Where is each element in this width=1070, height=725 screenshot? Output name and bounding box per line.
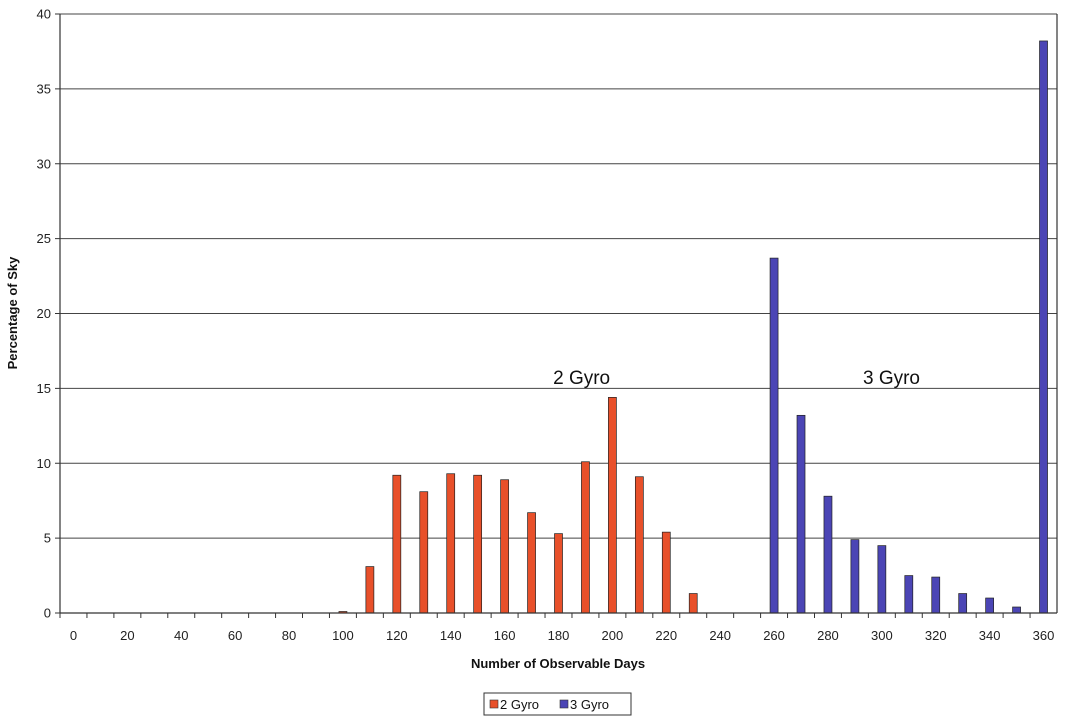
x-tick-label-60: 60 [228,628,242,643]
x-tick-label-320: 320 [925,628,947,643]
legend: 2 Gyro 3 Gyro [483,692,632,716]
bar-3-gyro-330 [958,593,968,614]
x-tick-label-80: 80 [282,628,296,643]
x-tick-label-0: 0 [70,628,77,643]
legend-label-3-gyro: 3 Gyro [570,697,609,712]
bar-3-gyro-280 [823,495,833,614]
x-tick-label-240: 240 [709,628,731,643]
bar-2-gyro-170 [527,512,536,614]
x-tick-label-280: 280 [817,628,839,643]
bar-2-gyro-140 [446,473,456,614]
y-tick-label-25: 25 [37,231,51,246]
x-tick-label-20: 20 [120,628,134,643]
y-tick-label-40: 40 [37,7,51,22]
x-tick-labels: 0 20 40 60 80 100 120 140 160 180 200 220 240 260 280 3… [59,613,1055,643]
bar-2-gyro-160 [500,479,509,614]
bar-3-gyro-350 [1012,606,1021,614]
bar-2-gyro-190 [581,461,590,614]
legend-box [483,692,632,716]
y-tick-label-35: 35 [37,81,51,96]
annotation-2-gyro: 2 Gyro [553,368,610,389]
bars [338,40,1048,614]
x-tick-label-360: 360 [1033,628,1055,643]
y-tick-label-30: 30 [37,156,51,171]
bar-3-gyro-270 [796,414,806,614]
bar-3-gyro-310 [904,575,914,614]
bar-3-gyro-300 [877,545,887,614]
bar-2-gyro-220 [661,531,671,614]
bar-3-gyro-260 [769,257,779,614]
legend-swatch-3-gyro [559,699,569,709]
annotation-3-gyro: 3 Gyro [863,368,920,389]
gridlines [60,13,1057,539]
x-tick-label-180: 180 [548,628,570,643]
x-tick-label-140: 140 [440,628,462,643]
annotations: 2 Gyro 3 Gyro [553,368,920,389]
legend-label-2-gyro: 2 Gyro [500,697,539,712]
x-tick-label-100: 100 [332,628,354,643]
y-tick-label-15: 15 [37,381,51,396]
x-tick-label-300: 300 [871,628,893,643]
x-tick-label-260: 260 [763,628,785,643]
y-tick-labels: 0 5 10 15 20 25 30 35 40 [37,7,60,621]
y-tick-label-20: 20 [37,306,51,321]
x-tick-label-340: 340 [979,628,1001,643]
y-tick-label-0: 0 [44,606,51,621]
bar-3-gyro-290 [850,539,860,614]
bar-2-gyro-120 [392,474,402,614]
y-tick-label-10: 10 [37,456,51,471]
bar-2-gyro-150 [473,474,483,614]
bar-2-gyro-230 [688,593,698,614]
x-tick-label-220: 220 [655,628,677,643]
x-tick-label-160: 160 [494,628,516,643]
bar-2-gyro-130 [419,491,429,614]
bar-3-gyro-360 [1039,40,1048,614]
y-axis-title: Percentage of Sky [5,256,20,369]
y-tick-label-5: 5 [44,531,51,546]
bar-2-gyro-110 [365,566,375,614]
x-tick-label-120: 120 [386,628,408,643]
x-axis-title: Number of Observable Days [471,656,645,671]
bar-3-gyro-320 [931,576,941,614]
x-tick-label-200: 200 [602,628,624,643]
bar-2-gyro-200 [608,397,617,614]
x-tick-label-40: 40 [174,628,188,643]
bar-2-gyro-210 [634,476,644,614]
bar-3-gyro-340 [985,597,994,614]
legend-swatch-2-gyro [489,699,499,709]
bar-2-gyro-180 [554,533,563,614]
